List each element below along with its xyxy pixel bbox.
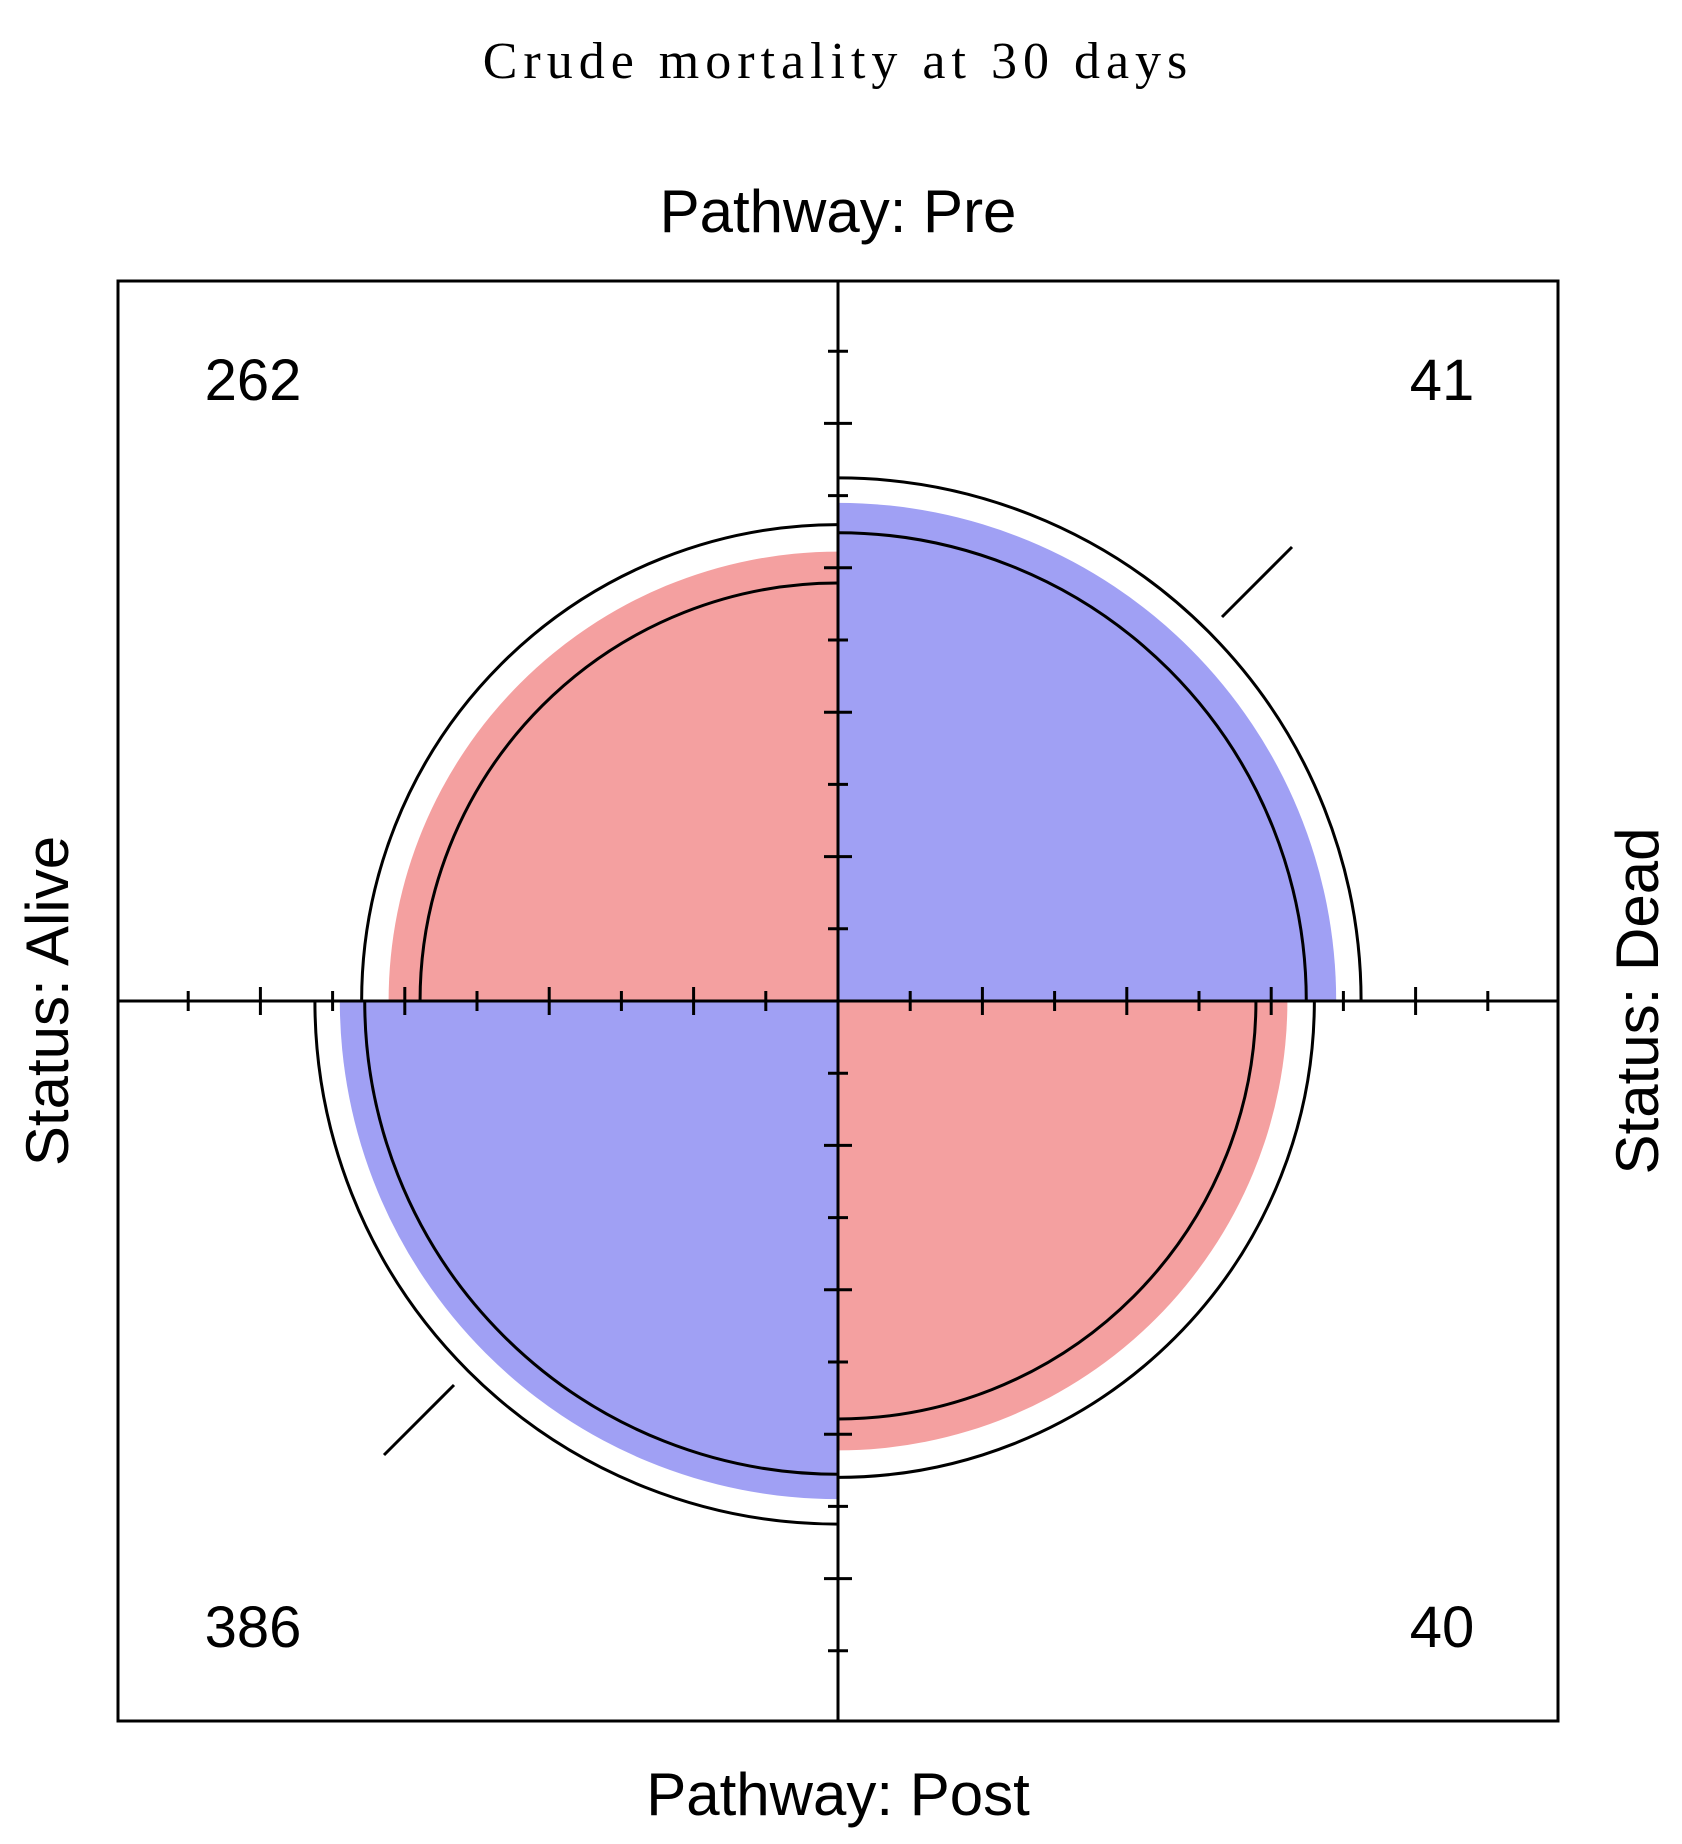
count-bottom-right: 40 (1410, 1595, 1475, 1660)
ring-lower-bottom-right (837, 1000, 1258, 1421)
odds-ratio-marks (382, 545, 1294, 1457)
wedge-top-right (838, 502, 1337, 1001)
quadrant-wedges (339, 502, 1337, 1500)
ring-lower-top-left (418, 581, 839, 1002)
wedge-bottom-right (838, 1001, 1288, 1451)
count-top-right: 41 (1410, 348, 1475, 413)
ring-lower-top-right (837, 531, 1308, 1002)
left-label: Status: Alive (14, 836, 81, 1166)
right-label: Status: Dead (1604, 828, 1671, 1175)
count-bottom-left: 386 (205, 1595, 302, 1660)
wedge-bottom-left (339, 1001, 838, 1500)
odds-mark-bottom-left (382, 1383, 456, 1457)
chart-title: Crude mortality at 30 days (483, 33, 1194, 90)
wedge-top-left (388, 551, 838, 1001)
count-top-left: 262 (205, 348, 302, 413)
odds-mark-top-right (1220, 545, 1294, 619)
center-axes (116, 279, 1560, 1723)
ring-lower-bottom-left (363, 1000, 839, 1476)
top-label: Pathway: Pre (660, 178, 1017, 245)
ring-upper-top-right (837, 476, 1363, 1002)
ring-upper-top-left (360, 523, 839, 1002)
axis-ticks (186, 349, 1490, 1653)
ring-upper-bottom-left (313, 1000, 839, 1526)
confidence-rings (313, 476, 1363, 1526)
bottom-label: Pathway: Post (646, 1761, 1030, 1828)
ring-upper-bottom-right (837, 1000, 1316, 1479)
